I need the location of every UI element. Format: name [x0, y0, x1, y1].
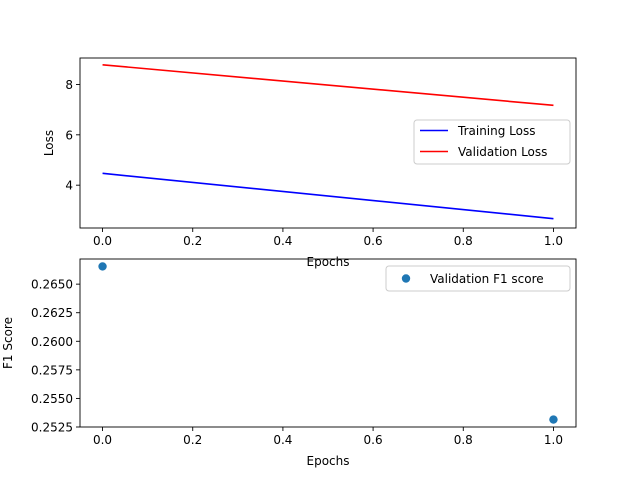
y-tick-label: 4 [65, 179, 73, 193]
x-tick-label: 0.4 [273, 234, 292, 248]
y-tick-label: 0.2525 [31, 421, 73, 435]
legend-marker [401, 274, 411, 283]
y-tick-label: 0.2575 [31, 363, 73, 377]
x-axis-label: Epochs [307, 454, 350, 468]
legend-box [385, 265, 571, 292]
y-tick-label: 0.2625 [31, 306, 73, 320]
y-axis-label: F1 Score [1, 317, 15, 369]
axes-frame [79, 258, 577, 428]
x-tick-label: 0.8 [454, 433, 473, 447]
y-axis-label: Loss [42, 130, 56, 156]
legend: Training Loss Validation Loss [413, 119, 571, 165]
x-tick-label: 0.6 [364, 433, 383, 447]
y-tick-label: 8 [65, 78, 73, 92]
legend-label: Validation F1 score [430, 272, 544, 286]
legend-label: Training Loss [457, 124, 535, 138]
y-tick-label: 0.2550 [31, 392, 73, 406]
x-tick-label: 1.0 [544, 433, 563, 447]
y-tick-label: 0.2600 [31, 335, 73, 349]
x-tick-label: 0.4 [273, 433, 292, 447]
chart-panel-2: 0.0 0.2 0.4 0.6 0.8 1.0 0.2525 0.2550 0.2575 0.26… [1, 258, 577, 468]
series-line-1 [102, 172, 554, 220]
series-line-2 [102, 64, 554, 107]
x-tick-label: 1.0 [544, 234, 563, 248]
x-tick-label: 0.0 [93, 234, 112, 248]
x-tick-label: 0.2 [183, 433, 202, 447]
x-tick-label: 0.8 [454, 234, 473, 248]
legend-box [413, 119, 571, 165]
x-axis-label: Epochs [307, 255, 350, 269]
axes-frame [79, 57, 577, 229]
data-point-2 [549, 415, 558, 424]
legend: Validation F1 score [385, 265, 571, 292]
x-tick-label: 0.6 [364, 234, 383, 248]
chart-panel-1: 0.0 0.2 0.4 0.6 0.8 1.0 4 6 8 Epochs Loss Training … [42, 57, 577, 269]
x-tick-label: 0.0 [93, 433, 112, 447]
legend-label: Validation Loss [458, 145, 547, 159]
x-tick-label: 0.2 [183, 234, 202, 248]
data-point-1 [98, 262, 107, 271]
y-tick-label: 0.2650 [31, 278, 73, 292]
y-tick-label: 6 [65, 128, 73, 142]
